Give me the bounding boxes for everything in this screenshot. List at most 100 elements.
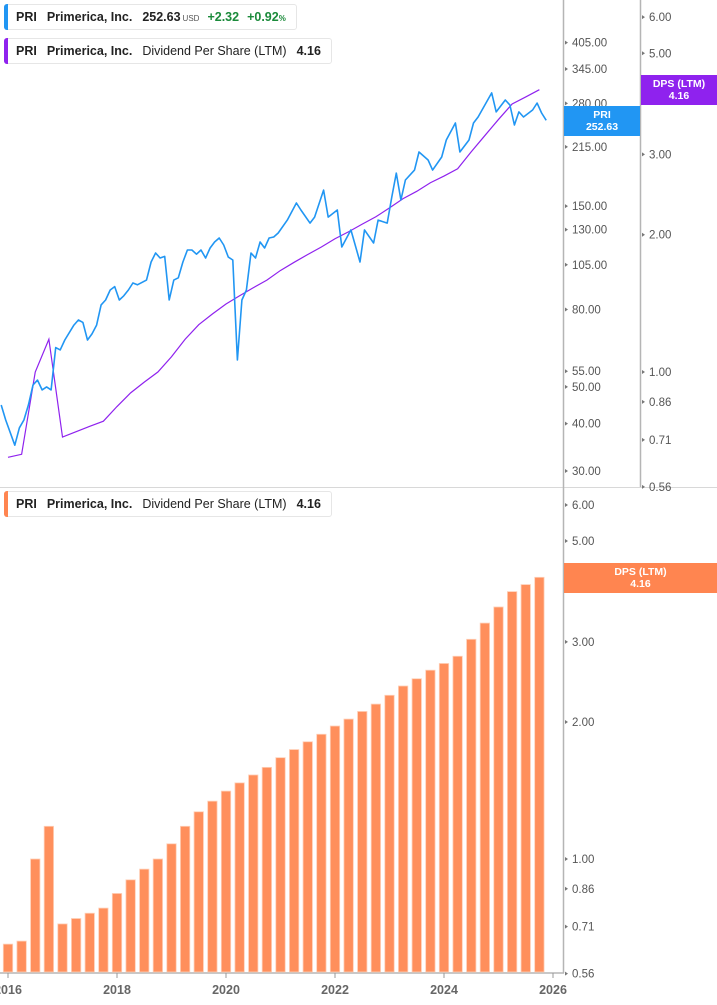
dps-bar xyxy=(98,907,109,973)
dps-bar xyxy=(111,893,123,973)
dps-bar xyxy=(2,943,14,973)
bottom-y-axis-tick-label: 6.00 xyxy=(572,500,594,512)
price-axis-tick-label: 105.00 xyxy=(572,260,607,272)
dps-axis-tick-label: 0.86 xyxy=(649,397,671,409)
bottom-y-axis-tick-label: 1.00 xyxy=(572,854,594,866)
dps-top-tag: DPS (LTM) 4.16 xyxy=(641,75,717,105)
dps-bottom-tag-value: 4.16 xyxy=(630,578,651,590)
dps-bar xyxy=(329,725,341,973)
dps-axis-tick-mark xyxy=(642,51,645,56)
legend-ticker: PRI xyxy=(16,44,37,58)
dps-bar xyxy=(275,757,286,973)
price-axis-tick-label: 345.00 xyxy=(572,64,607,76)
x-axis-tick-label: 2016 xyxy=(0,983,22,997)
dps-bar xyxy=(343,718,354,973)
dps-axis-tick-mark xyxy=(642,232,645,237)
price-axis-tick-label: 30.00 xyxy=(572,466,601,478)
legend-company: Primerica, Inc. xyxy=(46,10,133,24)
price-axis-tick-mark xyxy=(565,469,568,473)
dps-bar xyxy=(438,663,450,973)
legend-ticker: PRI xyxy=(16,10,37,24)
price-tag-label: PRI xyxy=(593,109,611,121)
price-tag-value: 252.63 xyxy=(585,121,619,133)
legend-price-value: 252.63 xyxy=(142,10,181,24)
bottom-y-axis-tick-mark xyxy=(565,639,568,644)
legend-swatch xyxy=(4,38,8,64)
bottom-y-axis-tick-mark xyxy=(565,886,568,891)
legend-swatch xyxy=(4,4,8,30)
price-axis-tick-mark xyxy=(565,101,568,106)
dps-bar xyxy=(261,766,272,973)
dps-axis-tick-label: 0.71 xyxy=(649,435,671,447)
dps-bar xyxy=(534,576,545,973)
legend-dps-top[interactable]: PRI Primerica, Inc. Dividend Per Share (… xyxy=(4,38,332,64)
legend-currency: USD xyxy=(182,14,200,23)
price-axis-tick-label: 130.00 xyxy=(572,225,607,237)
bottom-y-axis-tick-mark xyxy=(565,971,568,976)
legend-metric: Dividend Per Share (LTM) xyxy=(142,44,287,58)
price-axis-tick-label: 215.00 xyxy=(572,142,607,154)
bottom-y-axis-tick-label: 0.71 xyxy=(572,922,594,934)
dps-bottom-tag: DPS (LTM) 4.16 xyxy=(564,563,717,593)
dps-bar xyxy=(125,879,136,973)
dps-bar xyxy=(220,790,232,973)
price-axis-tick-mark xyxy=(565,204,568,209)
dps-line xyxy=(7,89,540,458)
price-axis-tick-mark xyxy=(565,40,568,45)
dps-bar xyxy=(370,703,381,973)
bottom-y-axis-tick-mark xyxy=(565,502,568,507)
bottom-y-axis-tick-label: 0.56 xyxy=(572,969,594,981)
x-axis-tick-label: 2024 xyxy=(430,983,458,997)
legend-dps-bottom[interactable]: PRI Primerica, Inc. Dividend Per Share (… xyxy=(4,491,332,517)
bottom-y-axis-tick-mark xyxy=(565,720,568,725)
dps-bar xyxy=(479,622,490,973)
price-axis-tick-label: 40.00 xyxy=(572,419,601,431)
dps-bottom-tag-label: DPS (LTM) xyxy=(614,566,667,578)
dps-bar xyxy=(384,694,395,973)
dps-axis-tick-mark xyxy=(642,399,645,404)
dps-bar xyxy=(180,825,191,973)
dps-axis-tick-label: 2.00 xyxy=(649,230,671,242)
dps-bar xyxy=(466,638,477,973)
legend-company: Primerica, Inc. xyxy=(46,497,133,511)
dps-bars xyxy=(2,576,545,973)
price-line xyxy=(0,92,547,447)
legend-company: Primerica, Inc. xyxy=(46,44,133,58)
dps-bar xyxy=(139,868,150,973)
dps-bar xyxy=(302,741,313,973)
price-axis-tick-label: 405.00 xyxy=(572,38,607,50)
dps-bar xyxy=(520,584,531,973)
dps-bar xyxy=(398,685,409,973)
dps-axis-tick-mark xyxy=(642,437,645,442)
dps-bar xyxy=(248,774,259,973)
dps-axis-tick-mark xyxy=(642,152,645,157)
dps-bar xyxy=(493,606,504,973)
price-axis-tick-mark xyxy=(565,262,568,267)
dps-bar xyxy=(411,678,422,973)
legend-change-pct: +0.92% xyxy=(247,10,286,24)
legend-change: +2.32 xyxy=(207,10,240,24)
dps-axis-tick-mark xyxy=(642,370,645,374)
bottom-y-axis-tick-mark xyxy=(565,857,568,861)
dps-bar xyxy=(357,711,368,973)
dps-bar xyxy=(425,669,436,973)
price-axis-tick-mark xyxy=(565,307,568,312)
bottom-y-axis-tick-label: 3.00 xyxy=(572,637,594,649)
price-axis-tick-label: 150.00 xyxy=(572,201,607,213)
bottom-y-axis-tick-mark xyxy=(565,924,568,929)
dps-axis-tick-label: 3.00 xyxy=(649,149,671,161)
price-axis-tick-mark xyxy=(565,369,568,374)
dps-bar xyxy=(71,918,82,973)
dps-axis-tick-label: 0.56 xyxy=(649,482,671,494)
dps-bar xyxy=(193,811,204,973)
price-axis-tick-mark xyxy=(565,384,568,389)
bottom-y-axis-tick-label: 5.00 xyxy=(572,536,594,548)
dps-top-tag-value: 4.16 xyxy=(668,90,690,102)
dps-bar xyxy=(166,843,177,973)
dps-bar xyxy=(452,655,463,973)
x-axis-tick-label: 2026 xyxy=(539,983,567,997)
price-axis-tick-label: 80.00 xyxy=(572,305,601,317)
dps-bar xyxy=(57,923,68,973)
dps-bar xyxy=(84,912,95,973)
legend-price[interactable]: PRI Primerica, Inc. 252.63 USD +2.32 +0.… xyxy=(4,4,297,30)
